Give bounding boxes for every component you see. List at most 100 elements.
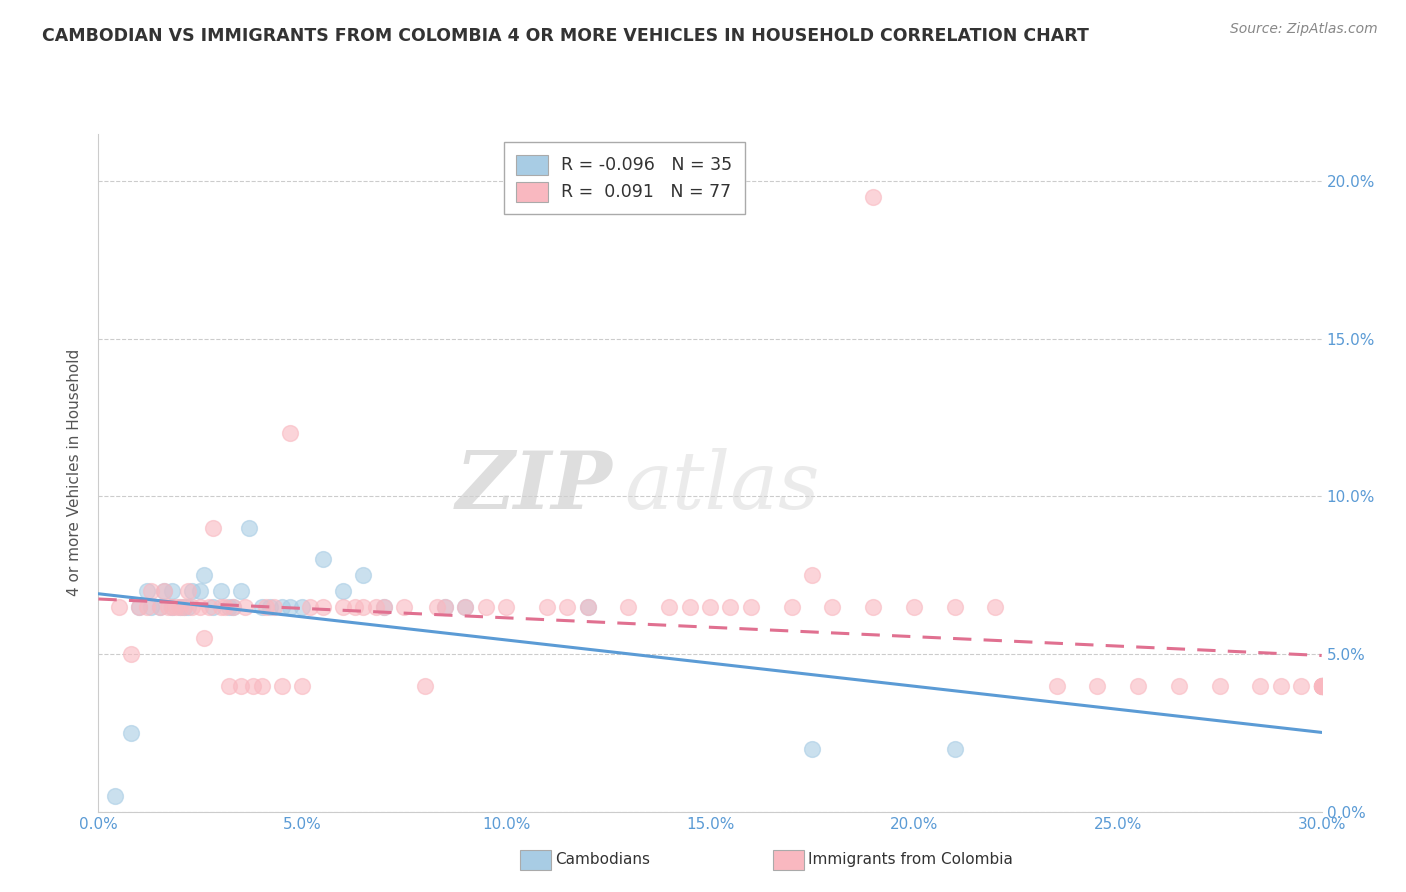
Point xyxy=(108,599,131,614)
Point xyxy=(699,599,721,614)
Point xyxy=(373,599,395,614)
Point xyxy=(231,584,253,599)
Point xyxy=(364,599,387,614)
Point xyxy=(156,599,179,614)
Point xyxy=(1085,679,1108,693)
Text: Immigrants from Colombia: Immigrants from Colombia xyxy=(808,853,1014,867)
Point xyxy=(862,190,884,204)
Point xyxy=(278,599,301,614)
Point xyxy=(984,599,1007,614)
Point xyxy=(149,599,172,614)
Point xyxy=(242,679,264,693)
Point xyxy=(188,584,212,599)
Point xyxy=(617,599,640,614)
Point xyxy=(291,679,314,693)
Point xyxy=(1249,679,1271,693)
Point xyxy=(1310,679,1333,693)
Point xyxy=(943,741,966,756)
Text: ZIP: ZIP xyxy=(456,448,612,525)
Text: Source: ZipAtlas.com: Source: ZipAtlas.com xyxy=(1230,22,1378,37)
Point xyxy=(373,599,395,614)
Point xyxy=(1167,679,1189,693)
Point xyxy=(801,741,824,756)
Point xyxy=(169,599,191,614)
Point xyxy=(1209,679,1232,693)
Point xyxy=(434,599,457,614)
Point xyxy=(1310,679,1333,693)
Point xyxy=(332,584,354,599)
Point xyxy=(254,599,277,614)
Point xyxy=(1045,679,1069,693)
Point xyxy=(136,599,159,614)
Point xyxy=(1310,679,1333,693)
Point xyxy=(181,599,204,614)
Point xyxy=(263,599,285,614)
Point xyxy=(1310,679,1333,693)
Point xyxy=(1310,679,1333,693)
Point xyxy=(352,568,374,582)
Point xyxy=(152,584,174,599)
Point xyxy=(173,599,195,614)
Point xyxy=(233,599,256,614)
Point xyxy=(201,599,224,614)
Point xyxy=(188,599,212,614)
Point xyxy=(136,584,159,599)
Point xyxy=(197,599,219,614)
Point xyxy=(278,426,301,441)
Point xyxy=(1128,679,1150,693)
Point xyxy=(160,599,183,614)
Point xyxy=(426,599,449,614)
Point xyxy=(177,599,200,614)
Point xyxy=(120,726,142,740)
Point xyxy=(214,599,236,614)
Point xyxy=(104,789,127,803)
Point xyxy=(299,599,322,614)
Point xyxy=(1291,679,1313,693)
Text: CAMBODIAN VS IMMIGRANTS FROM COLOMBIA 4 OR MORE VEHICLES IN HOUSEHOLD CORRELATIO: CAMBODIAN VS IMMIGRANTS FROM COLOMBIA 4 … xyxy=(42,27,1090,45)
Point xyxy=(658,599,681,614)
Text: Cambodians: Cambodians xyxy=(555,853,651,867)
Point xyxy=(454,599,477,614)
Point xyxy=(270,599,294,614)
Point xyxy=(332,599,354,614)
Point xyxy=(270,679,294,693)
Point xyxy=(576,599,599,614)
Point xyxy=(259,599,281,614)
Point xyxy=(821,599,844,614)
Point xyxy=(344,599,367,614)
Point xyxy=(160,584,183,599)
Legend: R = -0.096   N = 35, R =  0.091   N = 77: R = -0.096 N = 35, R = 0.091 N = 77 xyxy=(505,143,745,214)
Point xyxy=(720,599,742,614)
Point xyxy=(250,599,273,614)
Point xyxy=(801,568,824,582)
Text: atlas: atlas xyxy=(624,448,820,525)
Point xyxy=(903,599,925,614)
Point xyxy=(413,679,436,693)
Point xyxy=(141,599,163,614)
Point xyxy=(454,599,477,614)
Point xyxy=(1270,679,1292,693)
Point xyxy=(128,599,150,614)
Point xyxy=(177,584,200,599)
Point xyxy=(193,568,215,582)
Point xyxy=(1310,679,1333,693)
Point xyxy=(495,599,517,614)
Point xyxy=(862,599,884,614)
Point xyxy=(1310,679,1333,693)
Point xyxy=(149,599,172,614)
Point xyxy=(169,599,191,614)
Point xyxy=(536,599,558,614)
Point xyxy=(238,521,260,535)
Point xyxy=(392,599,416,614)
Point xyxy=(222,599,245,614)
Y-axis label: 4 or more Vehicles in Household: 4 or more Vehicles in Household xyxy=(67,349,83,597)
Point xyxy=(218,679,240,693)
Point xyxy=(740,599,762,614)
Point xyxy=(152,584,174,599)
Point xyxy=(250,679,273,693)
Point xyxy=(434,599,457,614)
Point xyxy=(128,599,150,614)
Point xyxy=(222,599,245,614)
Point xyxy=(218,599,240,614)
Point xyxy=(181,584,204,599)
